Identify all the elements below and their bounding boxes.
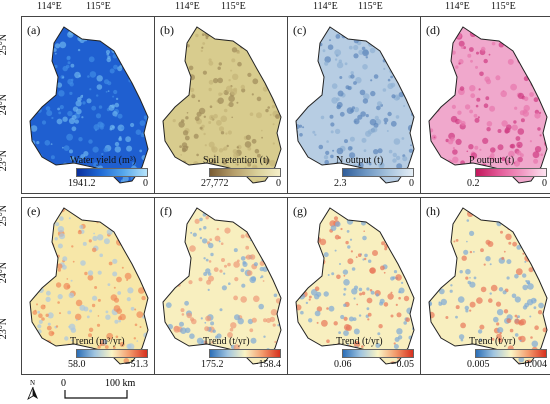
legend-colorbar-a xyxy=(76,168,148,177)
map-panel-b: (b) Soil retention (t) 27,772 0 xyxy=(154,16,288,194)
legend-min-a: 1941.2 xyxy=(68,178,96,189)
legend-title-d: P output (t) xyxy=(469,155,515,166)
basin-map-a xyxy=(29,26,149,184)
north-arrow-icon: N xyxy=(27,379,38,400)
lat-label-25-row1: 25°N xyxy=(0,34,9,56)
lon-label-115-col3: 115°E xyxy=(358,1,383,12)
legend-title-c: N output (t) xyxy=(336,155,384,166)
legend-max-g: −0.05 xyxy=(390,359,414,370)
lon-label-115-col2: 115°E xyxy=(221,1,246,12)
legend-colorbar-c xyxy=(342,168,414,177)
legend-max-e: −51.3 xyxy=(124,359,148,370)
legend-max-b: 0 xyxy=(276,178,281,189)
panel-label-e: (e) xyxy=(27,204,41,218)
panel-label-h: (h) xyxy=(426,204,440,218)
legend-colorbar-g xyxy=(342,349,414,358)
lon-label-114-col2: 114°E xyxy=(175,1,200,12)
legend-min-h: 0.005 xyxy=(467,359,490,370)
legend-title-f: Trend (t/yr) xyxy=(203,336,250,347)
legend-min-g: 0.06 xyxy=(334,359,352,370)
scale-end-label: 100 km xyxy=(105,378,136,389)
map-panel-e: (e) Trend (m³/yr) 58.0 −51.3 xyxy=(21,197,155,375)
lon-label-114-col4: 114°E xyxy=(445,1,470,12)
lat-label-23-row1: 23°N xyxy=(0,150,9,172)
legend-min-e: 58.0 xyxy=(68,359,86,370)
basin-map-h xyxy=(428,207,548,365)
map-panel-c: (c) N output (t) 2.3 0 xyxy=(287,16,421,194)
map-panel-f: (f) Trend (t/yr) 175.2 −158.4 xyxy=(154,197,288,375)
legend-title-g: Trend (t/yr) xyxy=(336,336,383,347)
scale-bar: 0 100 km xyxy=(61,378,136,399)
legend-title-a: Water yield (m³) xyxy=(70,155,137,166)
legend-max-d: 0 xyxy=(542,178,547,189)
lon-label-115-col1: 115°E xyxy=(86,1,111,12)
legend-min-f: 175.2 xyxy=(201,359,224,370)
legend-min-d: 0.2 xyxy=(467,178,480,189)
scale-start-label: 0 xyxy=(61,378,66,389)
basin-map-f xyxy=(162,207,282,365)
lat-label-25-row2: 25°N xyxy=(0,205,9,227)
legend-max-f: −158.4 xyxy=(252,359,281,370)
lon-label-114-col3: 114°E xyxy=(313,1,338,12)
basin-map-e xyxy=(29,207,149,365)
map-panel-h: (h) Trend (t/yr) 0.005 −0.004 xyxy=(420,197,550,375)
map-panel-g: (g) Trend (t/yr) 0.06 −0.05 xyxy=(287,197,421,375)
lon-label-115-col4: 115°E xyxy=(491,1,516,12)
panel-label-b: (b) xyxy=(160,23,174,37)
map-panel-d: (d) P output (t) 0.2 0 xyxy=(420,16,550,194)
legend-colorbar-d xyxy=(475,168,547,177)
basin-map-g xyxy=(295,207,415,365)
lon-label-114-col1: 114°E xyxy=(37,1,62,12)
legend-max-a: 0 xyxy=(143,178,148,189)
legend-colorbar-e xyxy=(76,349,148,358)
legend-title-b: Soil retention (t) xyxy=(203,155,270,166)
legend-colorbar-b xyxy=(209,168,281,177)
lat-label-23-row2: 23°N xyxy=(0,318,9,340)
panel-label-g: (g) xyxy=(293,204,307,218)
basin-map-b xyxy=(162,26,282,184)
lat-label-24-row2: 24°N xyxy=(0,262,9,284)
legend-colorbar-h xyxy=(475,349,547,358)
legend-min-c: 2.3 xyxy=(334,178,347,189)
lat-label-24-row1: 24°N xyxy=(0,94,9,116)
legend-min-b: 27,772 xyxy=(201,178,229,189)
legend-max-h: −0.004 xyxy=(518,359,547,370)
north-label: N xyxy=(30,379,35,387)
map-panel-a: (a) Water yield (m³) 1941.2 0 xyxy=(21,16,155,194)
legend-title-e: Trend (m³/yr) xyxy=(70,336,125,347)
panel-label-c: (c) xyxy=(293,23,307,37)
legend-max-c: 0 xyxy=(409,178,414,189)
basin-map-d xyxy=(428,26,548,184)
legend-colorbar-f xyxy=(209,349,281,358)
legend-title-h: Trend (t/yr) xyxy=(469,336,516,347)
panel-label-f: (f) xyxy=(160,204,172,218)
panel-label-d: (d) xyxy=(426,23,440,37)
panel-label-a: (a) xyxy=(27,23,41,37)
